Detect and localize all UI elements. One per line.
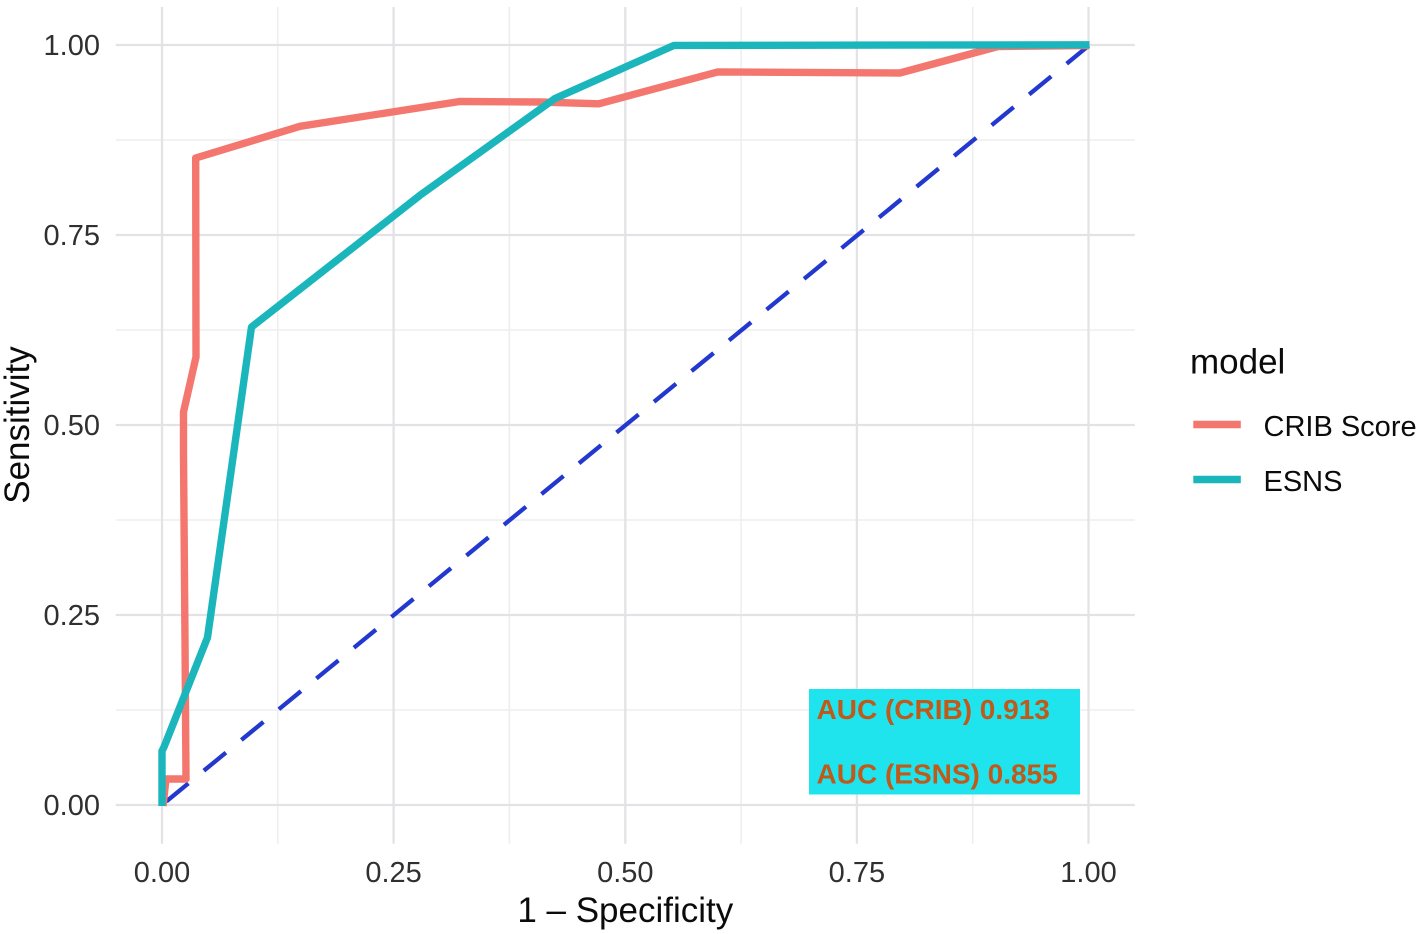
svg-text:AUC (ESNS) 0.855: AUC (ESNS) 0.855 [817, 759, 1058, 790]
svg-text:0.00: 0.00 [44, 790, 100, 822]
svg-text:0.25: 0.25 [44, 600, 100, 632]
svg-text:1.00: 1.00 [44, 30, 100, 62]
svg-text:model: model [1190, 343, 1285, 382]
svg-text:0.75: 0.75 [829, 857, 885, 889]
svg-text:0.50: 0.50 [44, 410, 100, 442]
svg-text:Sensitivity: Sensitivity [0, 346, 37, 504]
svg-text:1.00: 1.00 [1060, 857, 1116, 889]
svg-text:ESNS: ESNS [1264, 466, 1343, 498]
svg-text:CRIB Score: CRIB Score [1264, 411, 1416, 443]
svg-text:0.50: 0.50 [597, 857, 653, 889]
svg-text:0.25: 0.25 [365, 857, 421, 889]
svg-text:0.75: 0.75 [44, 220, 100, 252]
svg-text:0.00: 0.00 [134, 857, 190, 889]
svg-text:AUC (CRIB) 0.913: AUC (CRIB) 0.913 [817, 694, 1050, 725]
svg-text:1 – Specificity: 1 – Specificity [517, 891, 733, 930]
